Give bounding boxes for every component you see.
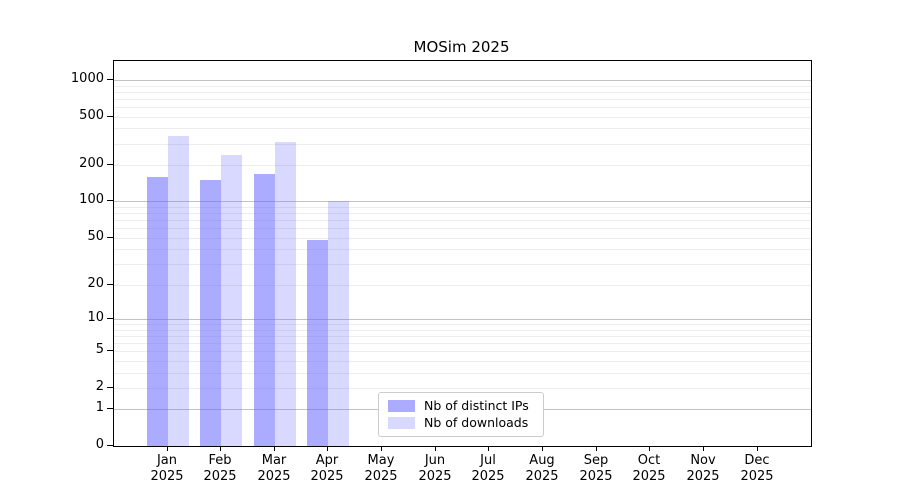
y-tick-label: 200 (79, 156, 104, 171)
x-tick-label: Jul 2025 (471, 453, 505, 484)
bar-distinct-ips (307, 240, 328, 446)
chart-title: MOSim 2025 (413, 38, 510, 56)
y-tick-mark (107, 387, 113, 388)
major-gridline (114, 80, 811, 81)
minor-gridline (114, 373, 811, 374)
bar-downloads (275, 142, 296, 446)
x-tick-mark (542, 446, 543, 451)
legend-item-distinct-ips: Nb of distinct IPs (388, 398, 533, 414)
bar-distinct-ips (200, 180, 221, 446)
minor-gridline (114, 86, 811, 87)
major-gridline (114, 319, 811, 320)
y-tick-label: 50 (87, 229, 104, 244)
minor-gridline (114, 285, 811, 286)
x-tick-label: Jan 2025 (150, 453, 184, 484)
x-tick-label: Feb 2025 (203, 453, 237, 484)
x-tick-mark (327, 446, 328, 451)
y-tick-mark (107, 164, 113, 165)
x-tick-mark (167, 446, 168, 451)
minor-gridline (114, 351, 811, 352)
bar-distinct-ips (147, 177, 168, 446)
y-tick-label: 100 (79, 192, 104, 207)
minor-gridline (114, 330, 811, 331)
x-tick-label: Oct 2025 (632, 453, 666, 484)
x-tick-mark (596, 446, 597, 451)
minor-gridline (114, 117, 811, 118)
x-tick-mark (220, 446, 221, 451)
minor-gridline (114, 343, 811, 344)
x-tick-mark (381, 446, 382, 451)
minor-gridline (114, 264, 811, 265)
x-tick-label: May 2025 (364, 453, 398, 484)
bar-downloads (168, 136, 189, 446)
minor-gridline (114, 388, 811, 389)
legend-label: Nb of downloads (424, 415, 529, 430)
y-tick-mark (107, 350, 113, 351)
legend-label: Nb of distinct IPs (424, 398, 529, 413)
minor-gridline (114, 107, 811, 108)
y-tick-mark (107, 284, 113, 285)
minor-gridline (114, 92, 811, 93)
minor-gridline (114, 165, 811, 166)
minor-gridline (114, 207, 811, 208)
x-tick-mark (757, 446, 758, 451)
bar-distinct-ips (254, 174, 275, 446)
minor-gridline (114, 361, 811, 362)
minor-gridline (114, 128, 811, 129)
x-tick-mark (649, 446, 650, 451)
minor-gridline (114, 249, 811, 250)
minor-gridline (114, 238, 811, 239)
legend: Nb of distinct IPs Nb of downloads (378, 392, 544, 437)
x-tick-label: Nov 2025 (686, 453, 720, 484)
minor-gridline (114, 220, 811, 221)
legend-item-downloads: Nb of downloads (388, 415, 533, 431)
y-tick-label: 2 (95, 379, 104, 394)
y-tick-label: 5 (95, 342, 104, 357)
y-tick-mark (107, 79, 113, 80)
y-tick-mark (107, 445, 113, 446)
x-tick-label: Aug 2025 (525, 453, 559, 484)
minor-gridline (114, 324, 811, 325)
y-tick-label: 0 (95, 437, 104, 452)
bar-downloads (221, 155, 242, 446)
minor-gridline (114, 213, 811, 214)
y-tick-label: 20 (87, 276, 104, 291)
minor-gridline (114, 144, 811, 145)
y-tick-label: 1000 (70, 71, 104, 86)
x-tick-mark (274, 446, 275, 451)
x-tick-label: Dec 2025 (740, 453, 774, 484)
minor-gridline (114, 228, 811, 229)
plot-area (113, 60, 812, 447)
downloads-swatch (388, 417, 415, 429)
distinct-ips-swatch (388, 400, 415, 412)
y-tick-label: 500 (79, 108, 104, 123)
minor-gridline (114, 336, 811, 337)
y-tick-mark (107, 116, 113, 117)
x-tick-mark (435, 446, 436, 451)
y-tick-label: 10 (87, 310, 104, 325)
y-tick-label: 1 (95, 400, 104, 415)
y-tick-mark (107, 318, 113, 319)
major-gridline (114, 201, 811, 202)
bar-downloads (328, 201, 349, 446)
x-tick-mark (703, 446, 704, 451)
x-tick-label: Jun 2025 (418, 453, 452, 484)
y-tick-mark (107, 408, 113, 409)
y-tick-mark (107, 237, 113, 238)
x-tick-label: Mar 2025 (257, 453, 291, 484)
x-tick-label: Apr 2025 (310, 453, 344, 484)
x-tick-mark (488, 446, 489, 451)
minor-gridline (114, 99, 811, 100)
x-tick-label: Sep 2025 (579, 453, 613, 484)
y-tick-mark (107, 200, 113, 201)
